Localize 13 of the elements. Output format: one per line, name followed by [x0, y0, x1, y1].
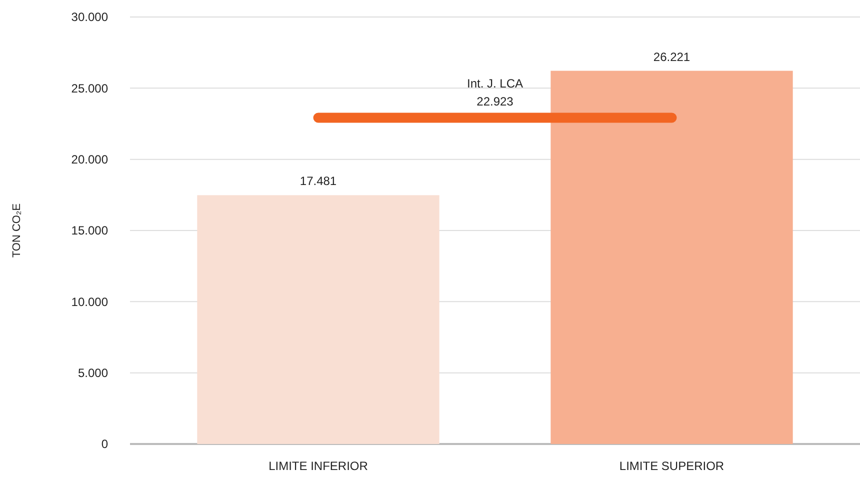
y-axis-title: TON CO₂E	[11, 203, 23, 258]
x-tick-label: LIMITE INFERIOR	[268, 459, 368, 473]
y-tick-label: 10.000	[71, 294, 108, 309]
y-tick-label: 0	[101, 437, 108, 452]
x-tick-label: LIMITE SUPERIOR	[619, 459, 724, 473]
y-tick-label: 15.000	[71, 224, 108, 238]
y-tick-label: 5.000	[78, 366, 108, 380]
data-label: 17.481	[300, 174, 337, 188]
data-label: 26.221	[653, 50, 690, 64]
y-tick-label: 30.000	[71, 10, 108, 24]
y-tick-label: 20.000	[71, 152, 108, 167]
y-tick-label: 25.000	[71, 81, 108, 96]
ref-line-label: Int. J. LCA 22.923	[466, 76, 524, 109]
